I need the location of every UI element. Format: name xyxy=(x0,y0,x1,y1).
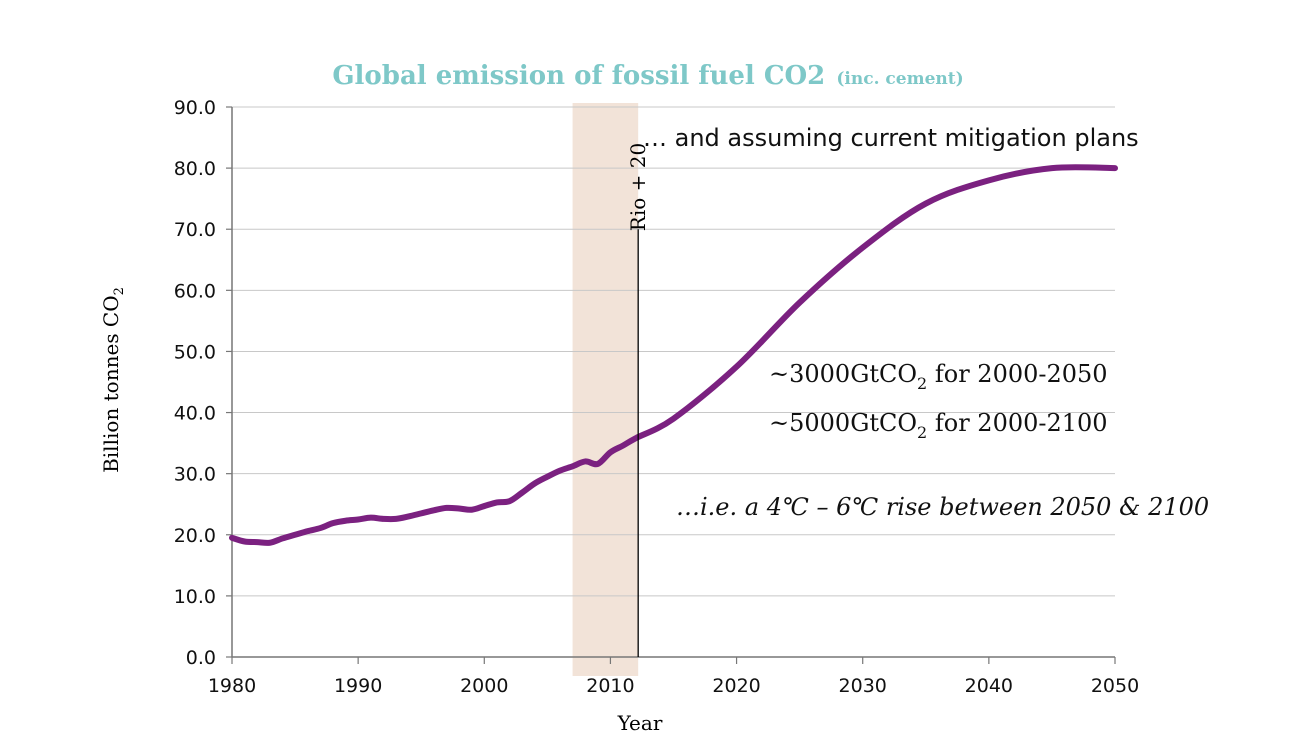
chart-title: Global emission of fossil fuel CO2 (inc.… xyxy=(332,61,963,91)
x-tick-label: 2020 xyxy=(712,675,760,697)
series-layer xyxy=(229,164,1118,546)
axes xyxy=(226,106,1116,664)
y-axis-label-sub: 2 xyxy=(112,287,127,295)
budget1-sub: 2 xyxy=(917,374,927,393)
emissions-line xyxy=(229,164,1118,546)
y-tick-label: 90.0 xyxy=(174,97,216,119)
x-tick-label: 2040 xyxy=(965,675,1013,697)
annotation-budget-2100: ~5000GtCO2 for 2000-2100 xyxy=(769,409,1108,442)
y-tick-label: 50.0 xyxy=(174,341,216,363)
budget1-suffix: for 2000-2050 xyxy=(927,360,1107,388)
y-tick-label: 40.0 xyxy=(174,403,216,425)
y-tick-label: 0.0 xyxy=(186,647,216,669)
annotation-mitigation: … and assuming current mitigation plans xyxy=(643,124,1139,152)
budget1-prefix: ~3000GtCO xyxy=(769,360,917,388)
y-tick-label: 60.0 xyxy=(174,280,216,302)
budget2-suffix: for 2000-2100 xyxy=(927,409,1107,437)
annotation-temperature-rise: …i.e. a 4℃ – 6℃ rise between 2050 & 2100 xyxy=(676,493,1209,521)
x-tick-label: 2010 xyxy=(586,675,634,697)
y-tick-label: 80.0 xyxy=(174,158,216,180)
y-tick-labels: 0.0 10.0 20.0 30.0 40.0 50.0 60.0 70.0 80.0 90.0 xyxy=(174,97,216,669)
y-axis-label-main: Billion tonnes CO xyxy=(99,295,123,473)
x-axis-label: Year xyxy=(617,711,663,735)
x-tick-labels: 1980 1990 2000 2010 2020 2030 2040 2050 xyxy=(208,675,1139,697)
x-tick-label: 2030 xyxy=(839,675,887,697)
highlight-band xyxy=(572,103,639,676)
x-tick-label: 1980 xyxy=(208,675,256,697)
x-tick-label: 2000 xyxy=(460,675,508,697)
y-tick-label: 10.0 xyxy=(174,586,216,608)
annotation-budget-2050: ~3000GtCO2 for 2000-2050 xyxy=(769,360,1108,393)
y-tick-label: 20.0 xyxy=(174,525,216,547)
budget2-sub: 2 xyxy=(917,423,927,442)
gridlines xyxy=(232,106,1115,597)
budget2-prefix: ~5000GtCO xyxy=(769,409,917,437)
y-axis-label: Billion tonnes CO2 xyxy=(99,287,127,473)
chart-title-suffix: (inc. cement) xyxy=(836,69,963,89)
y-tick-label: 70.0 xyxy=(174,219,216,241)
chart-title-main: Global emission of fossil fuel CO2 xyxy=(332,61,825,91)
y-tick-label: 30.0 xyxy=(174,464,216,486)
x-tick-label: 2050 xyxy=(1091,675,1139,697)
x-tick-label: 1990 xyxy=(334,675,382,697)
rio20-label: Rio + 20 xyxy=(626,143,650,231)
